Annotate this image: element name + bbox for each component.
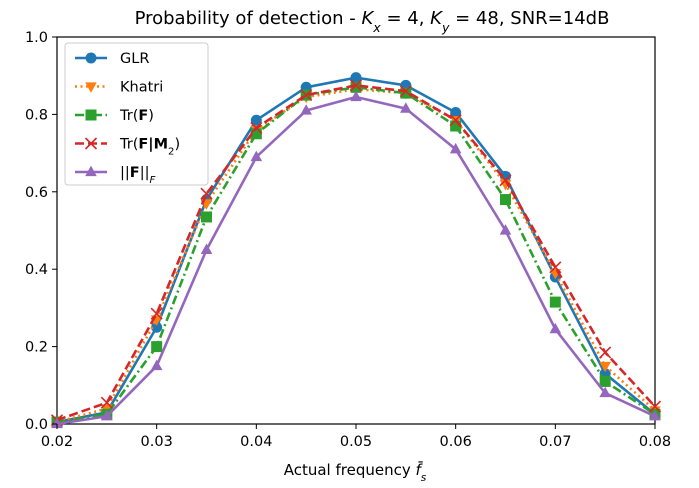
x-tick-label: 0.03 bbox=[141, 434, 173, 450]
data-point bbox=[300, 104, 312, 115]
legend-label: Tr(F|M2) bbox=[119, 137, 180, 158]
x-axis-label: Actual frequency f̄s bbox=[284, 460, 427, 484]
plot-area bbox=[50, 36, 662, 429]
legend-label: Tr(F) bbox=[119, 108, 154, 124]
data-point bbox=[549, 322, 562, 334]
x-axis-ticks: 0.02 0.03 0.04 0.05 0.06 0.07 0.08 bbox=[41, 424, 671, 450]
x-tick-label: 0.05 bbox=[340, 434, 372, 450]
x-tick-label: 0.04 bbox=[240, 434, 272, 450]
data-point bbox=[648, 400, 662, 413]
data-point bbox=[549, 296, 561, 308]
legend-label: Khatri bbox=[120, 80, 163, 96]
data-point bbox=[349, 79, 363, 92]
data-point bbox=[449, 114, 462, 127]
data-point bbox=[150, 307, 163, 320]
data-point bbox=[100, 396, 113, 409]
data-point bbox=[350, 72, 362, 84]
x-tick-label: 0.07 bbox=[539, 434, 571, 450]
data-point bbox=[250, 121, 263, 135]
data-point bbox=[350, 81, 362, 93]
x-tick-label: 0.02 bbox=[41, 434, 73, 450]
legend: GLR Khatri Tr(F) Tr(F|M2) ||F||F bbox=[64, 42, 209, 186]
data-point bbox=[151, 341, 163, 353]
y-tick-label: 1.0 bbox=[25, 30, 48, 46]
series-||F||F bbox=[51, 90, 661, 429]
legend-marker bbox=[85, 82, 97, 93]
legend-item: Tr(F|M2) bbox=[75, 137, 180, 158]
data-point bbox=[399, 85, 412, 98]
legend-marker bbox=[85, 109, 97, 121]
chart-title: Probability of detection - Kx = 4, Ky = … bbox=[135, 8, 610, 35]
data-point bbox=[250, 150, 263, 162]
data-point bbox=[599, 361, 611, 373]
legend-item: Tr(F) bbox=[75, 108, 154, 124]
legend-item: ||F||F bbox=[75, 165, 155, 186]
data-point bbox=[201, 211, 212, 223]
data-point bbox=[400, 87, 412, 99]
data-point bbox=[300, 88, 313, 102]
data-point bbox=[500, 194, 511, 206]
y-tick-label: 0.2 bbox=[25, 340, 48, 356]
data-point bbox=[101, 409, 113, 421]
data-point bbox=[599, 386, 611, 398]
data-point bbox=[499, 174, 512, 187]
data-point bbox=[499, 224, 512, 235]
data-point bbox=[450, 106, 462, 118]
data-point bbox=[450, 120, 462, 132]
x-tick-label: 0.06 bbox=[440, 434, 472, 450]
legend-box bbox=[64, 42, 209, 186]
data-point bbox=[250, 128, 262, 140]
data-point bbox=[200, 243, 213, 254]
data-point bbox=[151, 321, 163, 333]
legend-marker bbox=[84, 137, 98, 150]
data-point bbox=[200, 187, 213, 200]
data-point bbox=[51, 417, 63, 429]
legend-label: ||F||F bbox=[120, 165, 155, 186]
legend-item: GLR bbox=[75, 51, 149, 67]
data-point bbox=[250, 114, 262, 126]
data-point bbox=[350, 90, 362, 102]
legend-marker bbox=[85, 52, 97, 64]
y-tick-label: 0.4 bbox=[25, 262, 48, 278]
data-point bbox=[649, 409, 661, 421]
data-point bbox=[549, 261, 562, 274]
y-tick-label: 0.8 bbox=[25, 107, 48, 123]
x-tick-label: 0.08 bbox=[639, 434, 671, 450]
data-point bbox=[599, 346, 612, 359]
data-point bbox=[150, 359, 163, 371]
legend-label: GLR bbox=[120, 51, 149, 67]
legend-item: Khatri bbox=[75, 80, 163, 96]
y-tick-label: 0.6 bbox=[25, 185, 48, 201]
data-point bbox=[599, 375, 611, 387]
y-tick-label: 0.0 bbox=[25, 417, 48, 433]
data-point bbox=[449, 142, 462, 154]
data-point bbox=[400, 102, 412, 113]
series-Tr(F|M2) bbox=[50, 79, 662, 427]
y-axis-ticks: 0.0 0.2 0.4 0.6 0.8 1.0 bbox=[25, 30, 57, 433]
legend-marker bbox=[85, 165, 97, 177]
